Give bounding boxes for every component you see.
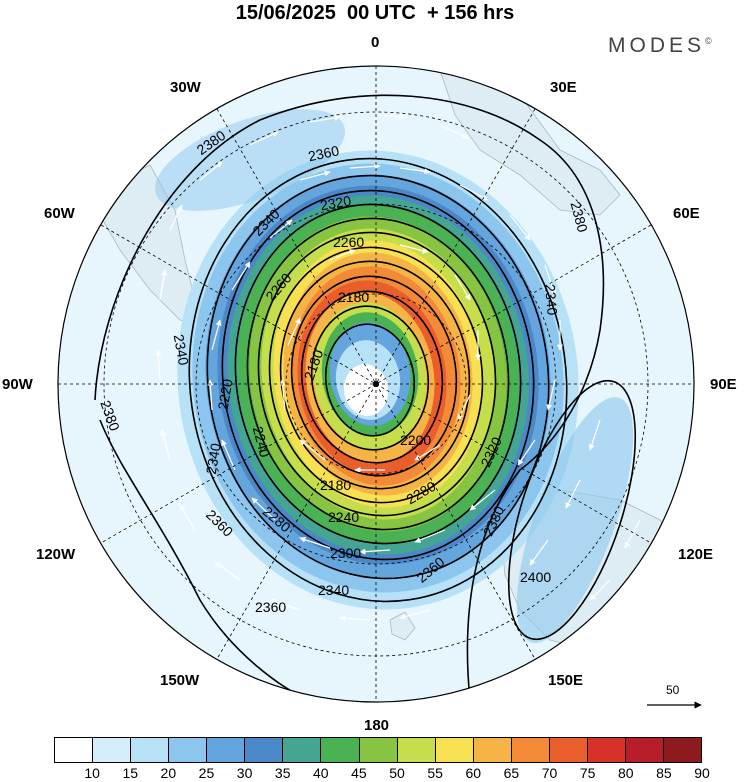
colorbar-tick-label: 60	[465, 765, 482, 781]
meridian-label-150w: 150W	[160, 672, 200, 689]
meridian-label-120w: 120W	[36, 546, 76, 563]
contour-labels: 2380 2360 2340 2320 2260 2260 2180 2180 …	[97, 127, 591, 615]
contour-label: 2340	[318, 582, 349, 598]
colorbar-swatch	[435, 738, 474, 762]
colorbar-tick-label: 80	[617, 765, 634, 781]
colorbar-swatch	[664, 738, 702, 762]
colorbar-swatch	[511, 738, 550, 762]
contour-label: 2380	[567, 200, 591, 234]
contour-label: 2360	[307, 142, 341, 164]
colorbar-labels: 10 15 20 25 30 35 40 45 50 55 60 65 70 75 80 85 90	[54, 765, 709, 781]
map-title: 15/06/2025 00 UTC + 156 hrs	[235, 2, 515, 24]
meridian-label-180: 180	[364, 717, 390, 734]
contour-label: 2300	[330, 545, 361, 561]
contour-label: 2320	[319, 192, 353, 213]
contour-label: 2180	[320, 477, 351, 493]
contour-label: 2340	[203, 442, 224, 476]
colorbar-swatch	[625, 738, 664, 762]
colorbar-tick-label: 35	[274, 765, 291, 781]
colorbar-tick-label: 15	[122, 765, 139, 781]
colorbar-tick-label: 30	[236, 765, 253, 781]
colorbar-swatch	[169, 738, 208, 762]
meridian-label-0: 0	[371, 34, 380, 51]
colorbar-swatch	[131, 738, 170, 762]
meridian-label-90e: 90E	[710, 376, 737, 393]
colorbar-tick-label: 45	[351, 765, 367, 781]
vector-reference-label: 50	[666, 683, 680, 697]
height-contours	[58, 94, 637, 702]
colorbar-tick-label: 20	[160, 765, 177, 781]
brand-logo: MODES©	[608, 34, 712, 58]
contour-label: 2200	[400, 432, 431, 448]
contour-label: 2240	[328, 509, 359, 525]
colorbar-swatch	[359, 738, 398, 762]
colorbar-tick-label: 55	[427, 765, 443, 781]
contour-label: 2180	[338, 289, 369, 305]
colorbar-swatch	[587, 738, 626, 762]
colorbar-tick-label: 25	[198, 765, 215, 781]
colorbar-swatch	[283, 738, 322, 762]
meridian-label-30e: 30E	[550, 79, 577, 96]
meridian-label-120e: 120E	[678, 546, 714, 563]
colorbar-swatch	[207, 738, 246, 762]
colorbar-tick-label: 75	[579, 765, 596, 781]
colorbar	[54, 737, 702, 763]
meridian-label-30w: 30W	[170, 79, 201, 96]
meridian-label-90w: 90W	[2, 376, 33, 393]
vector-reference-arrow	[647, 701, 702, 709]
wind-speed-shading	[58, 66, 694, 702]
colorbar-tick-label: 85	[656, 765, 672, 781]
colorbar-swatch	[549, 738, 588, 762]
copyright-mark: ©	[705, 36, 712, 46]
colorbar-tick-label: 40	[313, 765, 329, 781]
contour-label: 2340	[542, 283, 561, 316]
colorbar-swatch	[93, 738, 132, 762]
meridian-label-60w: 60W	[44, 205, 75, 222]
pole-marker	[373, 381, 379, 387]
contour-label: 2260	[333, 234, 364, 250]
graticule	[58, 66, 694, 702]
colorbar-tick-label: 65	[503, 765, 520, 781]
colorbar-swatch	[473, 738, 512, 762]
colorbar-swatch	[245, 738, 284, 762]
map-boundary	[57, 65, 695, 703]
colorbar-tick-label: 90	[694, 765, 710, 781]
wind-vectors	[155, 113, 641, 622]
contour-label: 2340	[171, 333, 192, 367]
colorbar-swatch	[397, 738, 436, 762]
contour-label: 2360	[255, 599, 286, 615]
colorbar-swatch	[55, 738, 94, 762]
colorbar-tick-label: 50	[389, 765, 405, 781]
contour-label: 2220	[215, 378, 236, 412]
polar-map: 2380 2360 2340 2320 2260 2260 2180 2180 …	[57, 65, 695, 703]
meridian-label-60e: 60E	[673, 205, 700, 222]
map-disc	[58, 66, 694, 702]
contour-label: 2400	[520, 569, 551, 585]
brand-name: MODES	[608, 34, 706, 57]
colorbar-tick-label: 10	[84, 765, 100, 781]
colorbar-tick-label: 70	[541, 765, 558, 781]
meridian-label-150e: 150E	[548, 672, 584, 689]
colorbar-swatch	[321, 738, 360, 762]
contour-label: 2240	[250, 425, 274, 459]
